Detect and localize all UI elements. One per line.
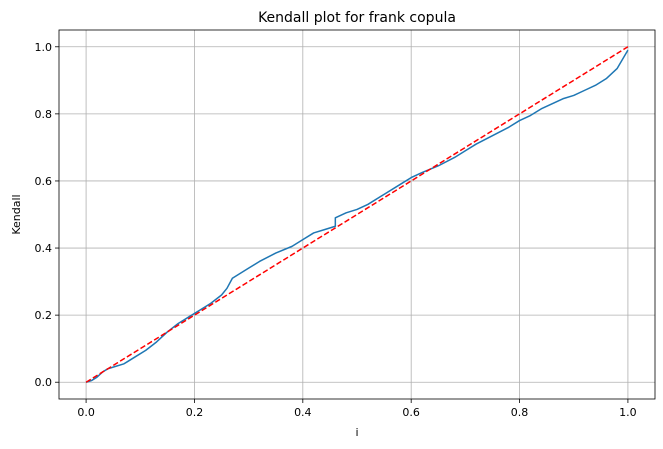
x-axis-label: i [355,426,358,439]
x-tick-label: 0.8 [511,406,529,419]
x-tick-label: 1.0 [619,406,637,419]
reference-line [85,46,629,383]
x-tick-label: 0.4 [294,406,312,419]
x-tick-label: 0.2 [186,406,204,419]
y-tick-label: 1.0 [35,41,53,54]
y-tick-label: 0.4 [35,242,53,255]
y-axis-label: Kendall [10,194,23,234]
chart-title: Kendall plot for frank copula [258,10,456,26]
series-layer [85,46,629,383]
x-tick-label: 0.6 [402,406,420,419]
y-tick-label: 0.8 [35,108,53,121]
y-tick-label: 0.6 [35,175,53,188]
y-tick-label: 0.2 [35,309,53,322]
kendall-series-line [85,49,629,383]
grid [59,30,655,399]
plot-frame [58,29,656,400]
ticks: 0.0 0.2 0.4 0.6 0.8 1.0 0.0 0.2 0.4 0.6 0.8 1.0 [35,41,637,419]
y-tick-label: 0.0 [35,376,53,389]
x-tick-label: 0.0 [77,406,95,419]
